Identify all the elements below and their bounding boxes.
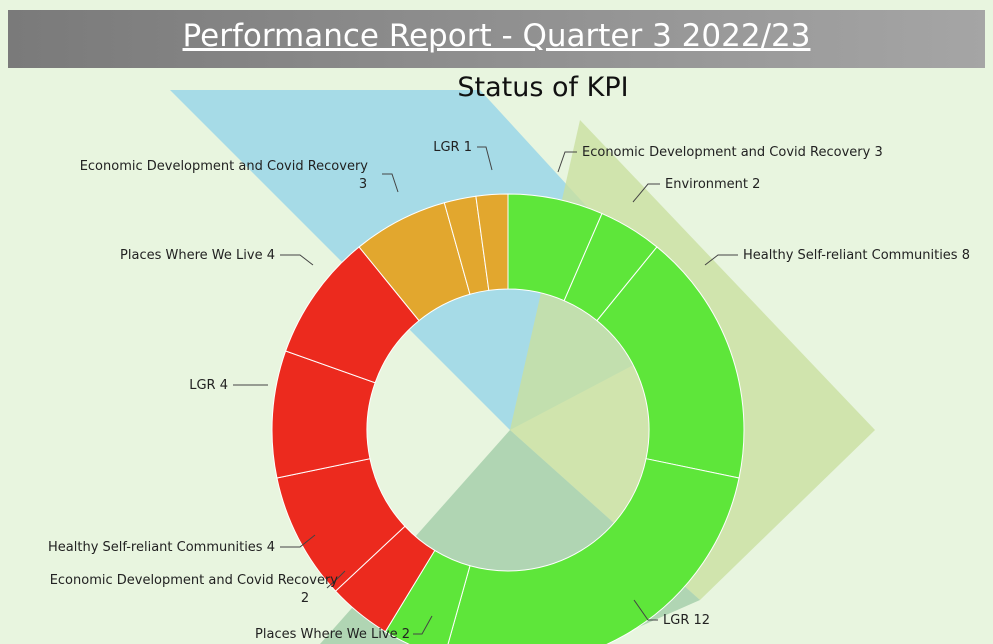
label-value: 8: [962, 248, 970, 263]
chart: Status of KPI Economic Development and C…: [0, 0, 993, 644]
label-category: Economic Development and Covid Recovery: [582, 145, 871, 160]
label-value: 4: [267, 540, 275, 555]
data-label: Places Where We Live 4: [120, 248, 275, 263]
label-category: LGR: [663, 613, 689, 628]
label-category: LGR: [433, 140, 459, 155]
report-page: Status of KPI Economic Development and C…: [0, 0, 993, 644]
label-value: 2: [402, 627, 410, 642]
leader-line: [280, 255, 313, 265]
header: Performance Report - Quarter 3 2022/23: [8, 10, 985, 68]
label-category: LGR: [189, 378, 215, 393]
data-label: Environment 2: [665, 177, 760, 192]
data-label: LGR 1: [433, 140, 472, 155]
label-category: Healthy Self-reliant Communities: [48, 540, 263, 555]
header-title: Performance Report - Quarter 3 2022/23: [8, 18, 985, 54]
label-value: 2: [752, 177, 760, 192]
label-value: 4: [267, 248, 275, 263]
label-category: Healthy Self-reliant Communities: [743, 248, 958, 263]
label-category: Economic Development and Covid Recovery: [80, 159, 369, 174]
data-label: Places Where We Live 2: [255, 627, 410, 642]
data-label: Healthy Self-reliant Communities 4: [48, 540, 275, 555]
data-label: Economic Development and Covid Recovery …: [582, 145, 883, 160]
data-label: LGR 4: [189, 378, 228, 393]
data-label: LGR 12: [663, 613, 710, 628]
label-category: Places Where We Live: [120, 248, 263, 263]
label-value: 4: [220, 378, 228, 393]
label-value: 3: [359, 177, 367, 192]
label-category: Economic Development and Covid Recovery: [50, 573, 339, 588]
label-value: 2: [301, 591, 309, 606]
label-category: Environment: [665, 177, 748, 192]
label-value: 1: [464, 140, 472, 155]
data-label: Economic Development and Covid Recovery 2: [50, 573, 339, 606]
chart-title: Status of KPI: [457, 72, 628, 103]
label-value: 12: [694, 613, 711, 628]
label-value: 3: [874, 145, 882, 160]
label-category: Places Where We Live: [255, 627, 398, 642]
data-label: Healthy Self-reliant Communities 8: [743, 248, 970, 263]
